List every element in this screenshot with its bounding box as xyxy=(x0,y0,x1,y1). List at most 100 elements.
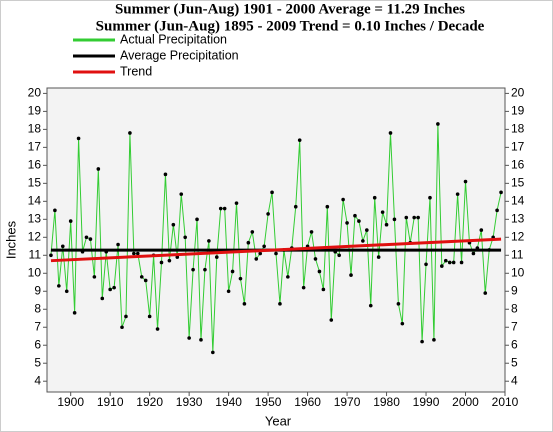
data-point xyxy=(139,275,144,279)
chart-title: Summer (Jun-Aug) 1901 - 2000 Average = 1… xyxy=(115,1,465,17)
data-point xyxy=(222,206,227,211)
data-point xyxy=(357,219,361,223)
data-point xyxy=(416,215,420,220)
data-point xyxy=(361,239,365,243)
data-point xyxy=(191,267,195,272)
y-tick-label: 11 xyxy=(29,247,42,261)
data-point xyxy=(195,217,199,222)
data-point xyxy=(57,284,61,288)
data-point xyxy=(325,204,330,209)
y2-tick-label: 18 xyxy=(511,122,525,136)
data-point xyxy=(234,201,239,205)
data-point xyxy=(262,244,266,249)
y2-tick-label: 16 xyxy=(511,158,525,172)
data-point xyxy=(353,213,357,218)
data-point xyxy=(49,253,53,258)
data-point xyxy=(132,251,136,256)
data-point xyxy=(432,338,436,342)
y-tick-label: 18 xyxy=(28,122,42,136)
legend-label: Actual Precipitation xyxy=(120,32,227,46)
data-point xyxy=(84,235,89,240)
x-tick-label: 1950 xyxy=(255,395,282,409)
data-point xyxy=(246,240,251,245)
data-point xyxy=(321,287,326,292)
data-point xyxy=(286,275,290,279)
data-point xyxy=(443,258,448,263)
data-point xyxy=(214,255,219,259)
data-point xyxy=(459,260,464,265)
legend-label: Average Precipitation xyxy=(120,48,239,62)
y-tick-label: 6 xyxy=(34,337,41,351)
data-point xyxy=(218,206,223,211)
x-tick-label: 1960 xyxy=(294,395,321,409)
data-point xyxy=(440,264,444,268)
y2-tick-label: 17 xyxy=(511,140,525,154)
data-point xyxy=(309,230,314,234)
y2-tick-label: 8 xyxy=(511,301,518,315)
data-point xyxy=(384,222,389,227)
data-point xyxy=(301,285,306,290)
data-point xyxy=(183,235,187,240)
series-line xyxy=(50,237,502,263)
data-point xyxy=(376,255,381,259)
y2-tick-label: 5 xyxy=(511,355,518,369)
data-point xyxy=(238,276,243,281)
data-point xyxy=(88,237,93,241)
data-point xyxy=(278,302,282,306)
data-point xyxy=(116,242,120,247)
data-point xyxy=(436,122,440,126)
y2-tick-label: 7 xyxy=(511,319,518,333)
y2-tick-label: 6 xyxy=(511,337,518,351)
x-tick-label: 1900 xyxy=(57,395,84,409)
data-point xyxy=(412,215,416,220)
y2-tick-label: 12 xyxy=(511,229,525,243)
data-point xyxy=(396,302,401,306)
data-point xyxy=(424,262,428,267)
data-point xyxy=(187,336,191,340)
y-tick-label: 13 xyxy=(28,211,42,225)
data-point xyxy=(388,131,393,135)
data-point xyxy=(495,208,499,213)
y-tick-label: 5 xyxy=(34,355,41,369)
data-point xyxy=(167,258,172,263)
data-point xyxy=(250,230,255,234)
data-point xyxy=(274,251,278,256)
x-tick-label: 1980 xyxy=(373,395,400,409)
x-tick-label: 1920 xyxy=(136,395,163,409)
y-tick-label: 8 xyxy=(34,301,41,315)
data-point xyxy=(60,244,65,249)
x-tick-label: 1990 xyxy=(413,395,440,409)
data-point xyxy=(404,215,409,220)
y2-tick-label: 19 xyxy=(511,104,525,118)
data-point xyxy=(163,172,168,177)
y2-tick-label: 9 xyxy=(511,283,518,297)
data-point xyxy=(258,251,263,256)
x-tick-label: 1930 xyxy=(176,395,203,409)
data-point xyxy=(341,197,345,202)
y2-tick-label: 4 xyxy=(511,373,518,387)
y-tick-label: 20 xyxy=(28,86,42,100)
data-point xyxy=(147,314,152,319)
y-tick-label: 17 xyxy=(28,140,42,154)
data-point xyxy=(297,138,302,142)
data-point xyxy=(53,208,57,213)
data-point xyxy=(479,228,484,232)
data-point xyxy=(136,251,140,256)
y2-tick-label: 15 xyxy=(511,176,525,190)
data-point xyxy=(108,287,112,292)
data-point xyxy=(203,267,207,272)
data-point xyxy=(112,285,116,290)
data-point xyxy=(175,255,180,259)
data-point xyxy=(428,195,432,200)
y2-tick-label: 14 xyxy=(511,193,525,207)
data-point xyxy=(447,260,452,265)
data-point xyxy=(155,327,160,331)
data-point xyxy=(171,222,176,227)
data-point xyxy=(64,289,69,294)
y-tick-label: 16 xyxy=(28,158,42,172)
x-tick-label: 2000 xyxy=(452,395,479,409)
y-tick-label: 19 xyxy=(28,104,42,118)
data-point xyxy=(349,273,353,277)
